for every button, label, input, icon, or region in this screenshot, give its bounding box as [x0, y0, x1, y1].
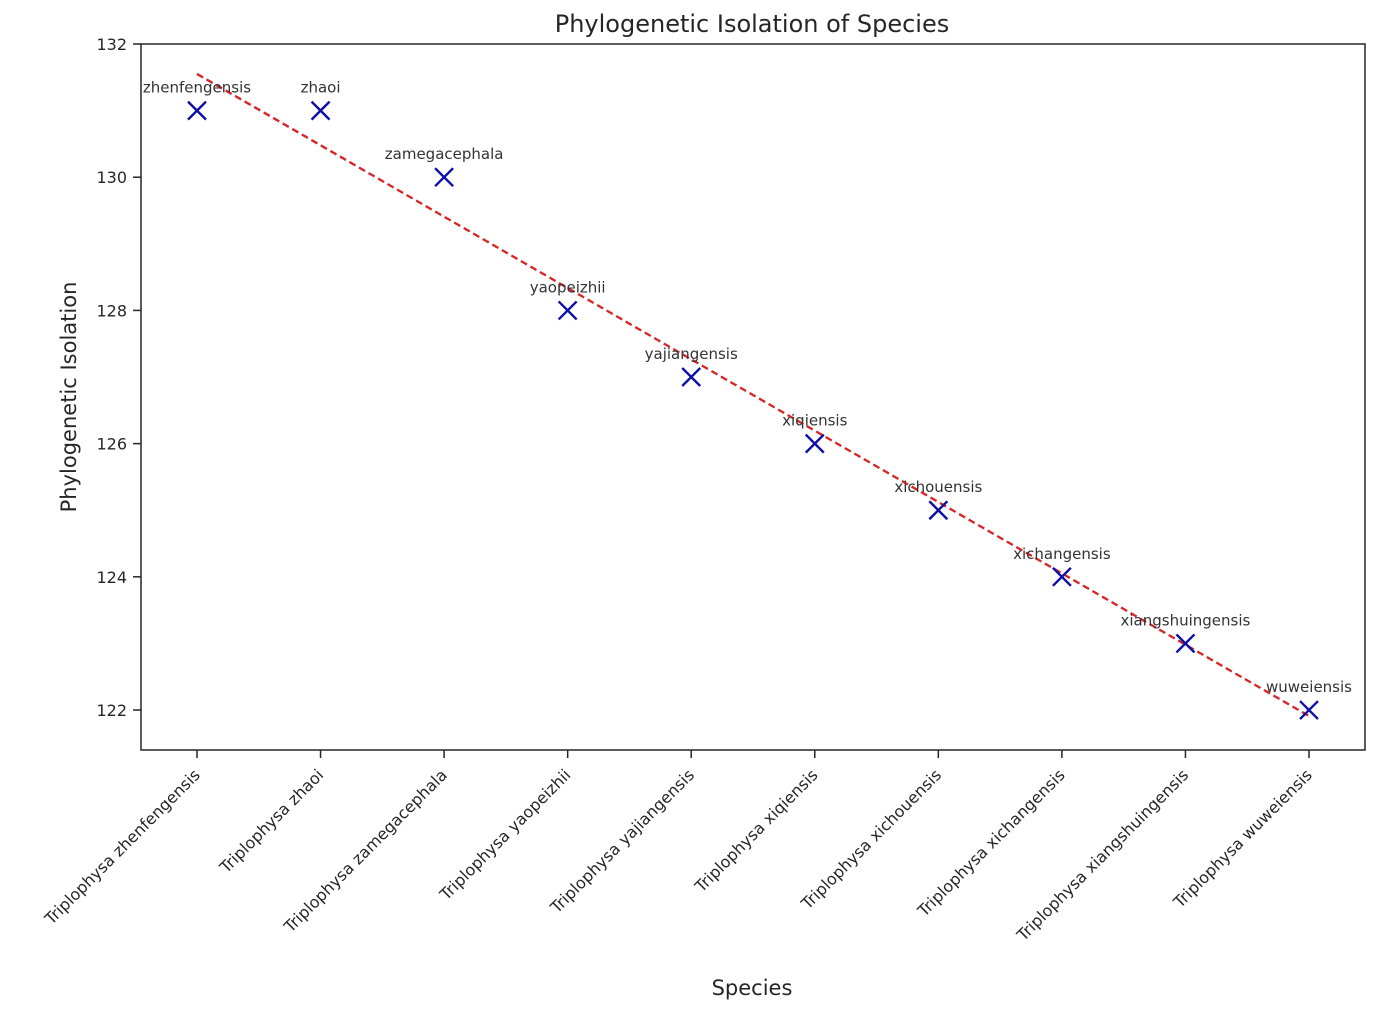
- marker-layer: [187, 100, 1319, 720]
- x-tick-label: Triplophysa zhaoi: [215, 765, 327, 877]
- data-point-icon: [1299, 700, 1319, 720]
- data-point-icon: [681, 367, 702, 387]
- x-axis-label: Species: [712, 976, 793, 1000]
- x-tick-label: Triplophysa wuweiensis: [1169, 765, 1316, 912]
- point-label: xiangshuingensis: [1121, 611, 1251, 629]
- point-label: xichouensis: [894, 478, 982, 496]
- x-tick-label: Triplophysa yaopeizhii: [435, 765, 574, 904]
- point-label: zamegacephala: [385, 145, 504, 163]
- y-axis-label: Phylogenetic Isolation: [57, 282, 81, 513]
- x-tick-label: Triplophysa yajiangensis: [546, 765, 698, 917]
- point-label: zhenfengensis: [143, 79, 251, 97]
- data-point-icon: [1052, 566, 1072, 587]
- chart-title: Phylogenetic Isolation of Species: [555, 10, 950, 38]
- x-tick-label: Triplophysa xiqiensis: [690, 765, 821, 896]
- data-point-icon: [928, 500, 949, 521]
- y-tick-label: 128: [96, 301, 127, 320]
- point-label: xichangensis: [1013, 545, 1111, 563]
- data-point-icon: [434, 167, 454, 188]
- x-axis-ticks: Triplophysa zhenfengensis Triplophysa zha…: [40, 750, 1316, 945]
- data-point-icon: [1175, 633, 1196, 654]
- point-label: zhaoi: [301, 79, 341, 97]
- y-tick-label: 130: [96, 168, 127, 187]
- y-axis-ticks: 122 124 126 128 130 132: [96, 35, 141, 720]
- y-tick-label: 124: [96, 568, 127, 587]
- y-tick-label: 132: [96, 35, 127, 54]
- y-tick-label: 126: [96, 435, 127, 454]
- point-label-layer: zhenfengensis zhaoi zamegacephala yaopeizhi…: [143, 79, 1352, 696]
- point-label: wuweiensis: [1266, 678, 1352, 696]
- x-tick-label: Triplophysa zhenfengensis: [40, 765, 204, 929]
- x-tick-label: Triplophysa xichouensis: [797, 765, 945, 913]
- y-tick-label: 122: [96, 701, 127, 720]
- trendline-layer: [196, 72, 1310, 718]
- data-point-icon: [557, 300, 578, 321]
- point-label: yaopeizhii: [530, 278, 606, 296]
- data-point-icon: [310, 100, 331, 121]
- data-point-icon: [804, 433, 825, 454]
- point-label: yajiangensis: [645, 345, 738, 363]
- plot-frame: [140, 43, 1366, 751]
- trendline: [196, 72, 1310, 718]
- data-point-icon: [187, 100, 207, 121]
- point-label: xiqiensis: [782, 412, 847, 430]
